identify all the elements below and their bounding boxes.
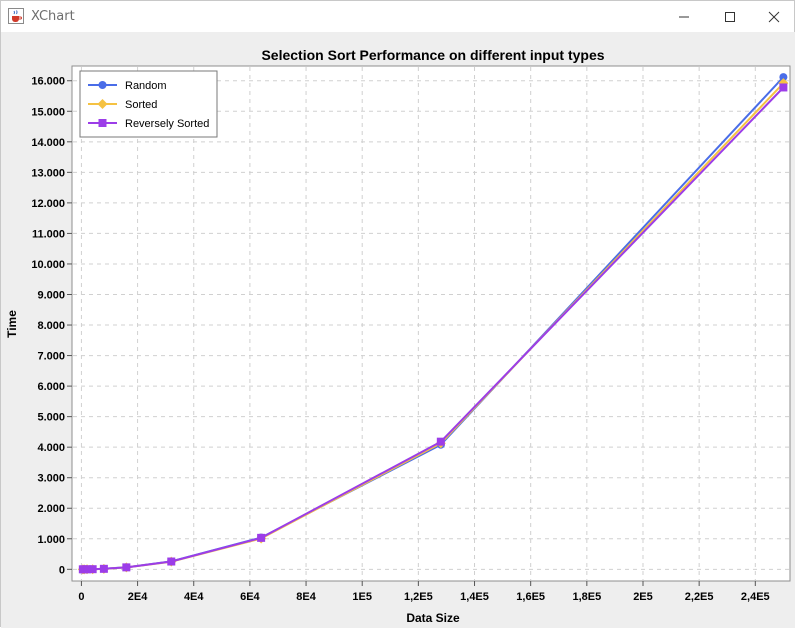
close-icon xyxy=(768,11,780,22)
y-tick-label: 4.000 xyxy=(37,442,65,454)
chart-area: Selection Sort Performance on different … xyxy=(1,32,795,628)
legend-label: Reversely Sorted xyxy=(125,118,209,130)
x-tick-label: 2,2E5 xyxy=(685,591,714,603)
y-tick-label: 14.000 xyxy=(31,137,65,149)
legend-label: Random xyxy=(125,80,167,92)
x-tick-label: 2E5 xyxy=(633,591,653,603)
x-tick-label: 1,8E5 xyxy=(572,591,601,603)
x-tick-label: 1E5 xyxy=(352,591,372,603)
maximize-button[interactable] xyxy=(707,1,753,32)
y-tick-label: 15.000 xyxy=(31,106,65,118)
title-bar[interactable]: XChart xyxy=(1,1,794,32)
minimize-icon xyxy=(679,16,689,17)
y-tick-label: 3.000 xyxy=(37,473,65,485)
data-point xyxy=(88,565,97,574)
window-title: XChart xyxy=(31,9,75,24)
x-axis-ticks: 0 2E4 4E4 6E4 8E4 1E5 1,2E5 1,4E5 1,6E5 1,8E5 2E5 2… xyxy=(78,581,770,603)
data-point xyxy=(436,437,445,446)
minimize-button[interactable] xyxy=(661,1,707,32)
y-tick-label: 13.000 xyxy=(31,167,65,179)
y-tick-label: 11.000 xyxy=(32,228,65,240)
grid-lines xyxy=(73,67,789,580)
x-tick-label: 2E4 xyxy=(128,591,148,603)
y-tick-label: 5.000 xyxy=(37,412,65,424)
x-tick-label: 0 xyxy=(78,591,84,603)
line-chart: Selection Sort Performance on different … xyxy=(5,47,791,625)
y-axis-ticks: 0 1.000 2.000 3.000 4.000 5.000 6.000 7.000 8.00… xyxy=(31,76,72,576)
chart-title: Selection Sort Performance on different … xyxy=(261,47,604,63)
data-point xyxy=(167,557,176,566)
plot-area xyxy=(71,65,791,582)
data-point xyxy=(83,565,92,574)
y-tick-label: 10.000 xyxy=(31,259,65,271)
data-point xyxy=(122,563,131,572)
maximize-icon xyxy=(725,11,735,22)
y-tick-label: 16.000 xyxy=(31,76,65,88)
y-tick-label: 12.000 xyxy=(31,198,65,210)
data-point xyxy=(99,564,108,573)
series-reversely-sorted xyxy=(78,83,788,574)
x-tick-label: 1,2E5 xyxy=(404,591,433,603)
y-tick-label: 6.000 xyxy=(37,381,65,393)
y-tick-label: 0 xyxy=(59,564,65,576)
y-tick-label: 2.000 xyxy=(37,503,65,515)
x-tick-label: 1,4E5 xyxy=(460,591,489,603)
series-lines xyxy=(77,73,789,575)
y-tick-label: 7.000 xyxy=(37,351,65,363)
legend-marker xyxy=(98,119,107,127)
data-point xyxy=(257,533,266,542)
legend: Random Sorted Reversely Sorted xyxy=(79,70,218,138)
data-point xyxy=(779,83,788,92)
close-button[interactable] xyxy=(751,1,795,32)
x-axis-label: Data Size xyxy=(406,611,460,625)
legend-marker xyxy=(98,81,107,89)
legend-marker xyxy=(97,99,108,109)
x-tick-label: 2,4E5 xyxy=(741,591,770,603)
java-cup-icon xyxy=(8,8,24,24)
y-tick-label: 9.000 xyxy=(37,289,65,301)
y-axis-label: Time xyxy=(5,310,19,338)
data-point xyxy=(779,73,788,82)
x-tick-label: 4E4 xyxy=(184,591,204,603)
y-tick-label: 8.000 xyxy=(37,320,65,332)
x-tick-label: 8E4 xyxy=(296,591,316,603)
legend-label: Sorted xyxy=(125,99,157,111)
y-tick-label: 1.000 xyxy=(37,534,65,546)
x-tick-label: 6E4 xyxy=(240,591,260,603)
x-tick-label: 1,6E5 xyxy=(516,591,545,603)
